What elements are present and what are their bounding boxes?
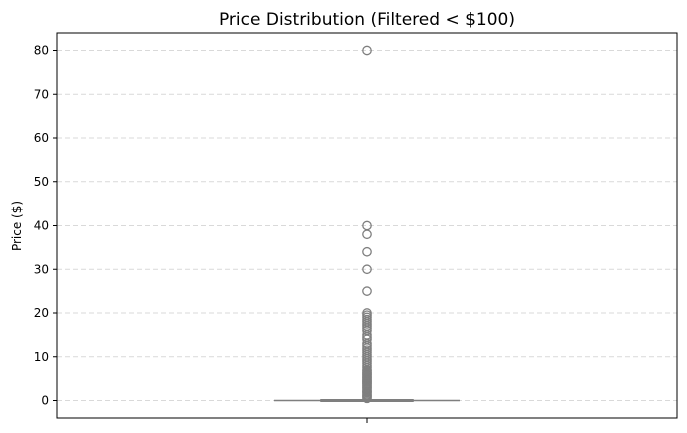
outlier-points	[362, 45, 372, 404]
chart-title: Price Distribution (Filtered < $100)	[219, 10, 515, 30]
outlier-point	[362, 308, 372, 318]
y-tick-label: 20	[34, 306, 49, 320]
outlier-point	[362, 220, 372, 231]
outlier-point	[362, 264, 372, 275]
y-tick-label: 70	[34, 87, 49, 101]
y-tick-label: 50	[34, 175, 49, 189]
outlier-point	[362, 45, 372, 56]
outlier-point	[362, 229, 372, 240]
y-axis-ticks: 0 10 20 30 40 50 60 70 80	[34, 44, 57, 408]
y-axis-label: Price ($)	[10, 201, 24, 251]
outlier-point	[362, 286, 372, 296]
grid-lines	[57, 50, 677, 401]
y-tick-label: 40	[34, 219, 49, 233]
y-tick-label: 30	[34, 262, 49, 276]
y-tick-label: 10	[34, 350, 49, 364]
y-tick-label: 0	[41, 394, 49, 408]
y-tick-label: 60	[34, 131, 49, 145]
y-tick-label: 80	[34, 44, 49, 58]
outlier-point	[362, 246, 372, 257]
